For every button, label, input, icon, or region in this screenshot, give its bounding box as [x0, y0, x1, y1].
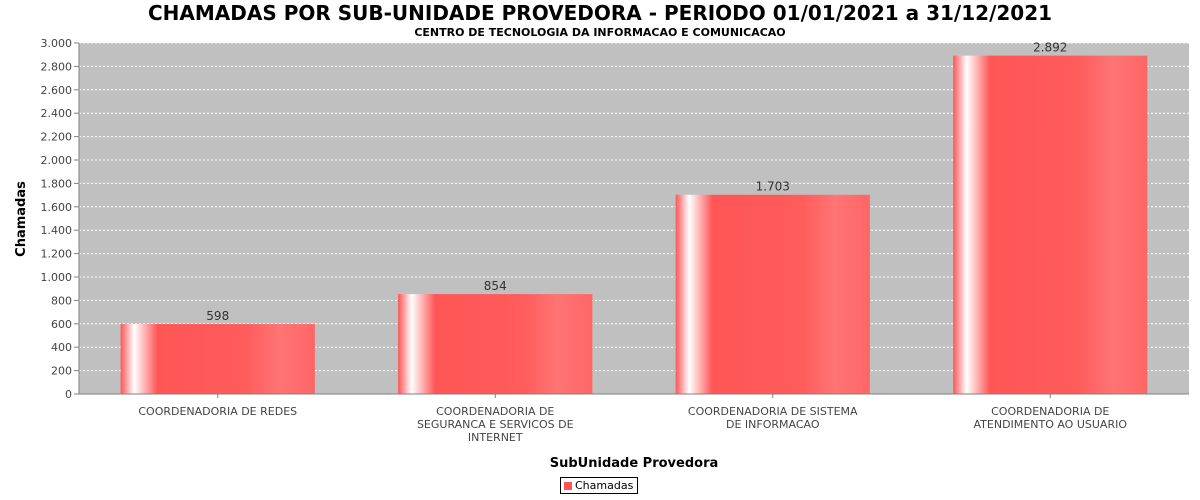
y-tick-label: 3.000 [41, 37, 73, 50]
y-tick-label: 1.400 [41, 224, 73, 237]
x-tick-label: ATENDIMENTO AO USUARIO [974, 418, 1128, 431]
y-tick-label: 0 [65, 388, 72, 401]
x-tick-label: INTERNET [468, 431, 523, 444]
legend: Chamadas [560, 477, 639, 494]
chart-title: CHAMADAS POR SUB-UNIDADE PROVEDORA - PER… [147, 1, 1053, 25]
bar-value-label: 598 [206, 309, 229, 323]
y-tick-label: 1.200 [41, 248, 73, 261]
bar-value-label: 854 [484, 279, 507, 293]
x-tick-label: COORDENADORIA DE SISTEMA [688, 405, 858, 418]
x-tick-label: COORDENADORIA DE REDES [138, 405, 297, 418]
y-tick-label: 600 [51, 318, 72, 331]
bar [675, 194, 870, 394]
y-tick-label: 1.600 [41, 201, 73, 214]
y-tick-label: 2.000 [41, 154, 73, 167]
y-tick-label: 800 [51, 294, 72, 307]
x-tick-label: SEGURANCA E SERVICOS DE [417, 418, 574, 431]
bar [953, 55, 1148, 395]
y-tick-label: 1.800 [41, 177, 73, 190]
legend-swatch [564, 481, 572, 490]
bars [120, 55, 1148, 395]
y-axis-label: Chamadas [14, 181, 29, 257]
x-tick-label: DE INFORMACAO [726, 418, 820, 431]
x-axis-label: SubUnidade Provedora [550, 456, 719, 471]
bar [398, 294, 593, 394]
labels: 598 COORDENADORIA DE REDES 854 COORDENADORI… [138, 41, 1127, 444]
bar-value-label: 2.892 [1033, 41, 1067, 55]
y-tick-label: 2.600 [41, 84, 73, 97]
y-tick-label: 2.400 [41, 107, 73, 120]
y-tick-label: 400 [51, 341, 72, 354]
x-tick-label: COORDENADORIA DE [991, 405, 1109, 418]
bar-value-label: 1.703 [756, 180, 790, 194]
legend-label: Chamadas [575, 479, 634, 492]
chart-subtitle: CENTRO DE TECNOLOGIA DA INFORMACAO E COM… [414, 26, 786, 39]
y-tick-label: 200 [51, 365, 72, 378]
y-tick-label: 1.000 [41, 271, 73, 284]
y-tick-label: 2.800 [41, 60, 73, 73]
bar [120, 324, 315, 394]
x-tick-label: COORDENADORIA DE [436, 405, 554, 418]
y-tick-label: 2.200 [41, 131, 73, 144]
axes: 0 200 400 600 800 1.000 1.200 1.400 1.600 1.800 2.… [41, 37, 1189, 401]
